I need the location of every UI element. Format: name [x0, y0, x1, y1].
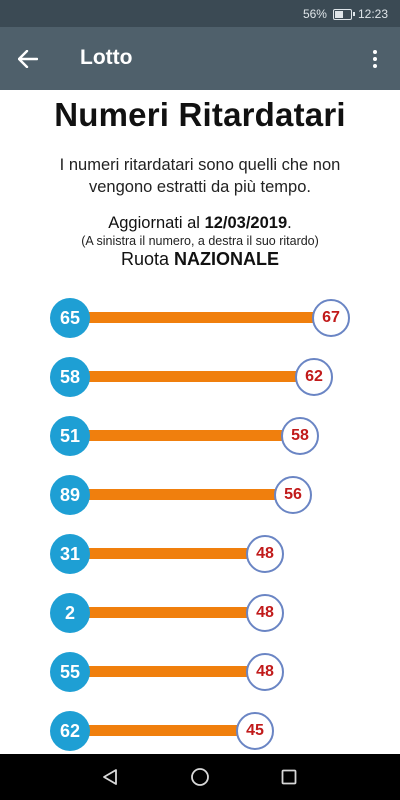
delay-bar — [86, 607, 256, 618]
delay-circle: 67 — [312, 299, 350, 337]
list-item: 31 48 — [0, 534, 400, 574]
status-bar: 56% 12:23 — [0, 0, 400, 27]
number-circle: 51 — [50, 416, 90, 456]
system-nav-bar — [0, 754, 400, 800]
updated-line: Aggiornati al 12/03/2019. — [0, 214, 400, 233]
battery-icon — [332, 8, 355, 20]
delay-circle: 48 — [246, 535, 284, 573]
wheel-prefix: Ruota — [120, 249, 175, 269]
delay-circle: 56 — [274, 476, 312, 514]
number-circle: 55 — [50, 652, 90, 692]
list-item: 58 62 — [0, 357, 400, 397]
triangle-back-icon — [103, 769, 117, 785]
delay-bar — [86, 312, 322, 323]
list-item: 55 48 — [0, 652, 400, 692]
nav-recents-button[interactable] — [277, 765, 301, 789]
list-item: 89 56 — [0, 475, 400, 515]
updated-suffix: . — [287, 214, 292, 232]
page-title: Numeri Ritardatari — [54, 96, 346, 133]
delay-bar — [86, 725, 246, 736]
legend-note: (A sinistra il numero, a destra il suo r… — [81, 234, 319, 248]
delay-list: 65 67 58 62 51 58 89 56 31 48 2 48 — [0, 298, 400, 754]
clock: 12:23 — [357, 7, 388, 21]
status-indicators: 56% 12:23 — [303, 7, 388, 21]
delay-circle: 48 — [246, 653, 284, 691]
number-circle: 65 — [50, 298, 90, 338]
updated-prefix: Aggiornati al — [108, 214, 205, 232]
number-circle: 89 — [50, 475, 90, 515]
delay-circle: 45 — [236, 712, 274, 750]
nav-home-button[interactable] — [188, 765, 212, 789]
arrow-left-icon — [18, 50, 38, 68]
number-circle: 58 — [50, 357, 90, 397]
app-title: Lotto — [80, 46, 133, 69]
list-item: 62 45 — [0, 711, 400, 751]
updated-date: 12/03/2019 — [204, 214, 288, 232]
delay-bar — [86, 371, 305, 382]
intro-text: I numeri ritardatari sono quelli che non… — [59, 156, 341, 196]
wheel-line: Ruota NAZIONALE — [0, 249, 400, 270]
delay-circle: 58 — [281, 417, 319, 455]
more-vert-icon — [373, 50, 377, 54]
back-button[interactable] — [10, 42, 46, 76]
overflow-menu-button[interactable] — [360, 42, 390, 76]
list-item: 51 58 — [0, 416, 400, 456]
square-recents-icon — [281, 769, 297, 785]
delay-bar — [86, 489, 284, 500]
number-circle: 2 — [50, 593, 90, 633]
battery-percent: 56% — [302, 7, 327, 21]
main-content[interactable]: Numeri Ritardatari I numeri ritardatari … — [0, 90, 400, 754]
app-bar: Lotto — [0, 27, 400, 90]
circle-home-icon — [191, 768, 209, 786]
wheel-name: NAZIONALE — [174, 249, 280, 269]
number-circle: 62 — [50, 711, 90, 751]
list-item: 2 48 — [0, 593, 400, 633]
number-circle: 31 — [50, 534, 90, 574]
delay-circle: 48 — [246, 594, 284, 632]
delay-bar — [86, 666, 256, 677]
nav-back-button[interactable] — [98, 765, 122, 789]
delay-circle: 62 — [295, 358, 333, 396]
delay-bar — [86, 548, 256, 559]
list-item: 65 67 — [0, 298, 400, 338]
delay-bar — [86, 430, 291, 441]
